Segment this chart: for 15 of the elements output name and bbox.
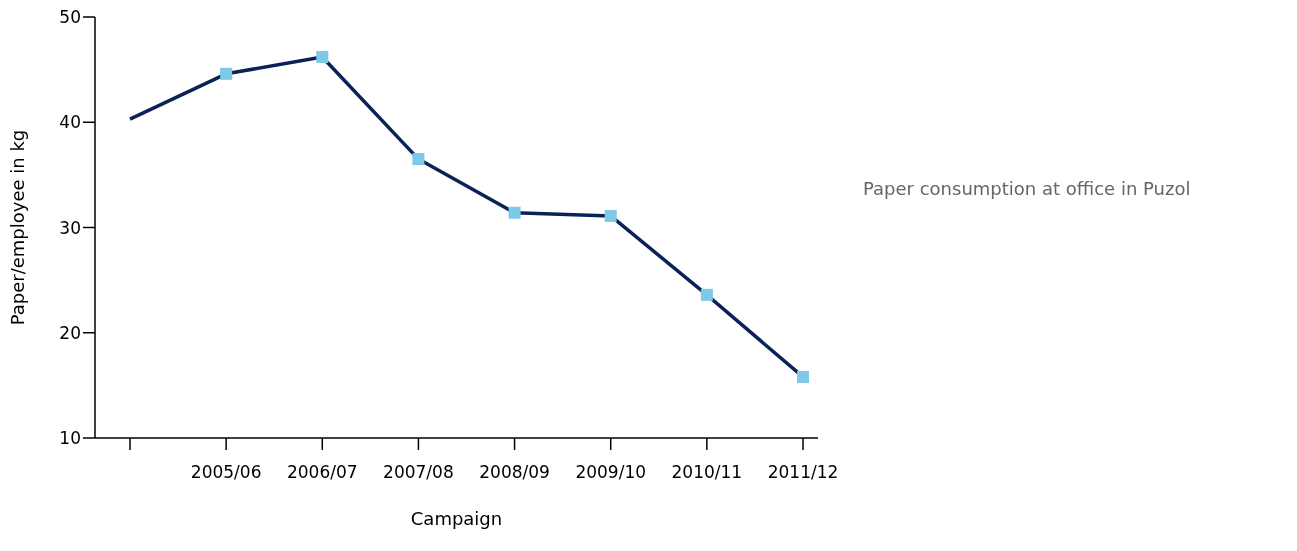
- x-tick-label: 2011/12: [767, 462, 839, 483]
- x-tick-label: 2007/08: [383, 462, 454, 483]
- y-tick-label: 50: [59, 7, 81, 28]
- y-tick-label: 10: [59, 428, 81, 449]
- x-tick-label: 2005/06: [190, 462, 262, 483]
- x-axis-title: Campaign: [410, 508, 503, 529]
- y-tick-label: 30: [59, 217, 81, 238]
- x-tick-label: 2008/09: [479, 462, 550, 483]
- x-tick-label: 2010/11: [671, 462, 743, 483]
- y-tick-label: 20: [59, 322, 81, 343]
- y-axis-title: Paper/employee in kg: [7, 129, 29, 326]
- text: Paper consumption at office in Puzol: [863, 177, 1192, 201]
- y-tick-label: 40: [59, 112, 81, 133]
- x-tick-label: 2009/10: [575, 462, 647, 483]
- x-tick-label: 2006/07: [286, 462, 358, 483]
